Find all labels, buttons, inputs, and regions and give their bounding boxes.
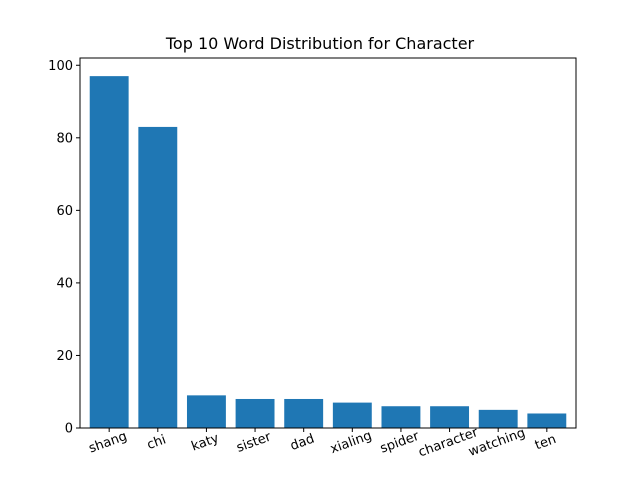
y-tick-label: 60: [56, 204, 73, 219]
x-tick-label-chi: chi: [145, 432, 168, 453]
bar-katy: [186, 395, 226, 428]
y-tick-label: 100: [48, 59, 73, 74]
bar-chi: [138, 126, 178, 428]
plot-frame: [79, 57, 577, 429]
y-tick-label: 40: [56, 276, 73, 291]
y-tick-label: 20: [56, 349, 73, 364]
bar-ten: [527, 413, 567, 428]
bar-spider: [381, 406, 421, 428]
y-tick-label: 0: [65, 422, 73, 437]
bar-dad: [284, 398, 324, 428]
bar-character: [430, 406, 470, 428]
chart-title: Top 10 Word Distribution for Character: [165, 34, 475, 53]
bar-xialing: [332, 402, 372, 428]
y-axis: 0 20 40 60 80 100: [48, 59, 80, 437]
y-tick-label: 80: [56, 131, 73, 146]
x-tick-label-ten: ten: [533, 432, 558, 453]
bar-shang: [89, 76, 129, 428]
bar-watching: [478, 409, 518, 428]
bar-series: [89, 76, 567, 428]
bar-sister: [235, 398, 275, 428]
